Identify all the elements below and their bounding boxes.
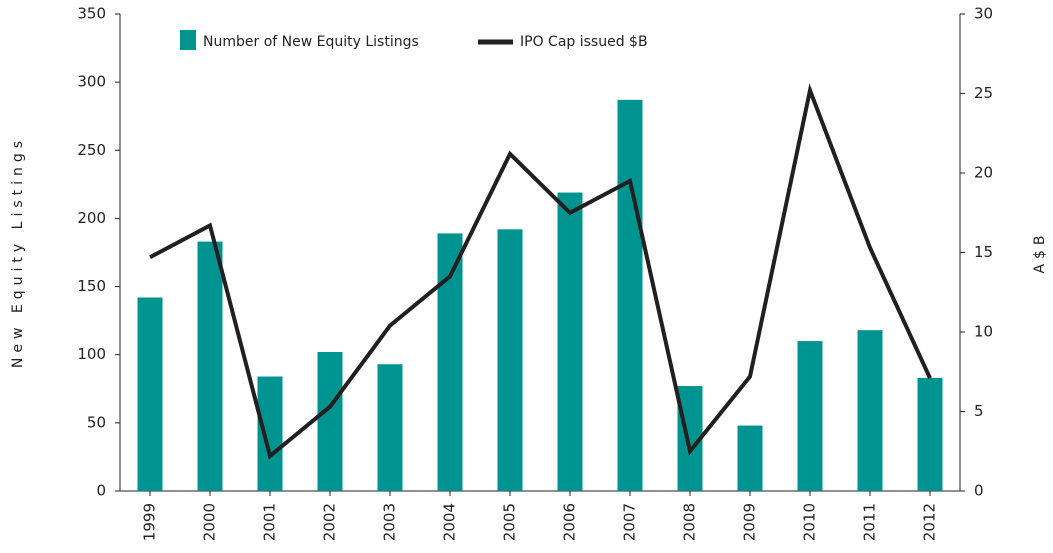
x-tick-label: 1999 (141, 503, 159, 541)
y2-tick-label: 0 (974, 482, 984, 500)
line (149, 83, 932, 460)
y2-tick-label: 10 (974, 323, 993, 341)
y-tick-label: 250 (77, 141, 106, 159)
bar (197, 241, 223, 491)
legend-label: IPO Cap issued $B (520, 34, 648, 50)
y2-tick-label: 30 (974, 5, 993, 23)
x-tick-label: 2001 (261, 503, 279, 541)
bar (617, 99, 643, 492)
bar (317, 351, 343, 491)
x-tick-label: 2009 (741, 503, 759, 541)
x-tick-label: 2005 (501, 503, 519, 541)
y2-tick-label: 15 (974, 243, 993, 261)
y-tick-label: 50 (87, 413, 106, 431)
y-tick-label: 0 (96, 482, 106, 500)
x-tick-label: 2000 (201, 503, 219, 541)
y-tick-label: 100 (77, 345, 106, 363)
x-tick-label: 2011 (861, 503, 879, 541)
y-tick-label: 200 (77, 209, 106, 227)
y2-axis-label: A$B (1032, 230, 1048, 273)
bar (497, 229, 523, 491)
legend-label: Number of New Equity Listings (203, 34, 419, 50)
y-tick-label: 350 (77, 5, 106, 23)
x-tick-label: 2010 (801, 503, 819, 541)
bar (137, 297, 163, 491)
x-tick-label: 2007 (621, 503, 639, 541)
x-tick-label: 2012 (921, 503, 939, 541)
x-tick-label: 2004 (441, 503, 459, 541)
bar (377, 364, 403, 491)
y2-tick-label: 20 (974, 164, 993, 182)
bar (557, 192, 583, 491)
y-tick-label: 150 (77, 277, 106, 295)
bar (737, 425, 763, 491)
x-tick-label: 2006 (561, 503, 579, 541)
bar (857, 330, 883, 491)
bar (797, 341, 823, 491)
x-tick-label: 2008 (681, 503, 699, 541)
y2-tick-label: 5 (974, 402, 984, 420)
y-tick-label: 300 (77, 73, 106, 91)
y-axis-label: New Equity Listings (10, 136, 26, 368)
x-tick-label: 2003 (381, 503, 399, 541)
y2-tick-label: 25 (974, 84, 993, 102)
bar (917, 377, 943, 491)
legend-swatch (180, 30, 196, 50)
x-tick-label: 2002 (321, 503, 339, 541)
bar (257, 376, 283, 491)
